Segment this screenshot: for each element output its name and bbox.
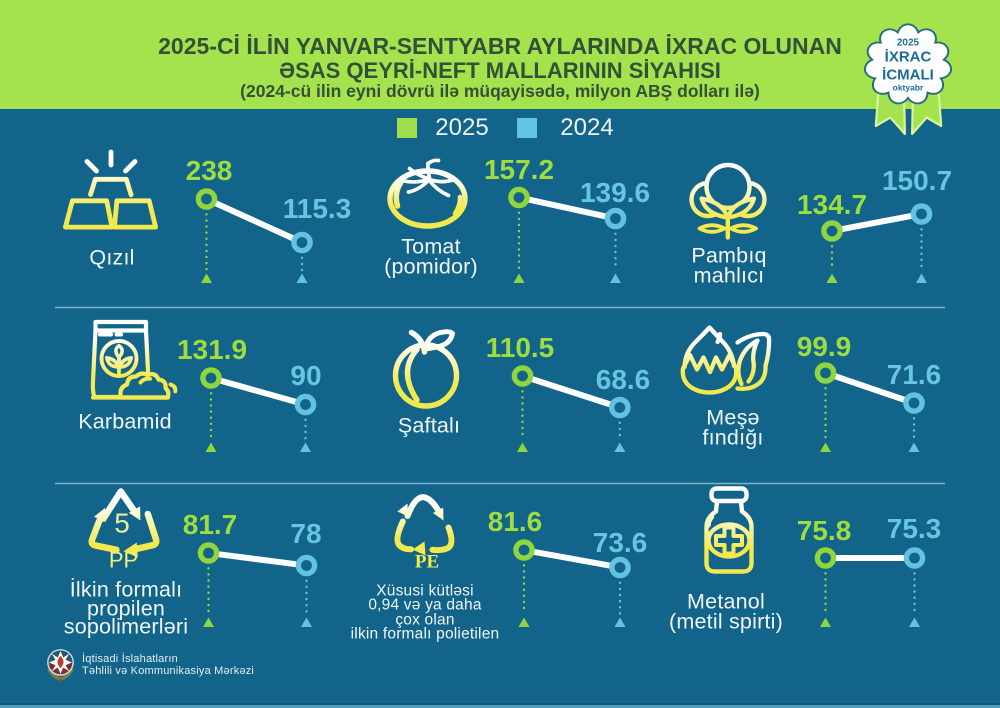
svg-text:5: 5 — [114, 508, 130, 539]
svg-text:oktyabr: oktyabr — [893, 82, 924, 92]
svg-text:2025: 2025 — [897, 38, 920, 49]
svg-text:İXRAC: İXRAC — [885, 49, 932, 66]
svg-text:PP: PP — [109, 548, 138, 573]
svg-text:PE: PE — [415, 552, 439, 573]
svg-text:İCMALI: İCMALI — [882, 67, 934, 84]
